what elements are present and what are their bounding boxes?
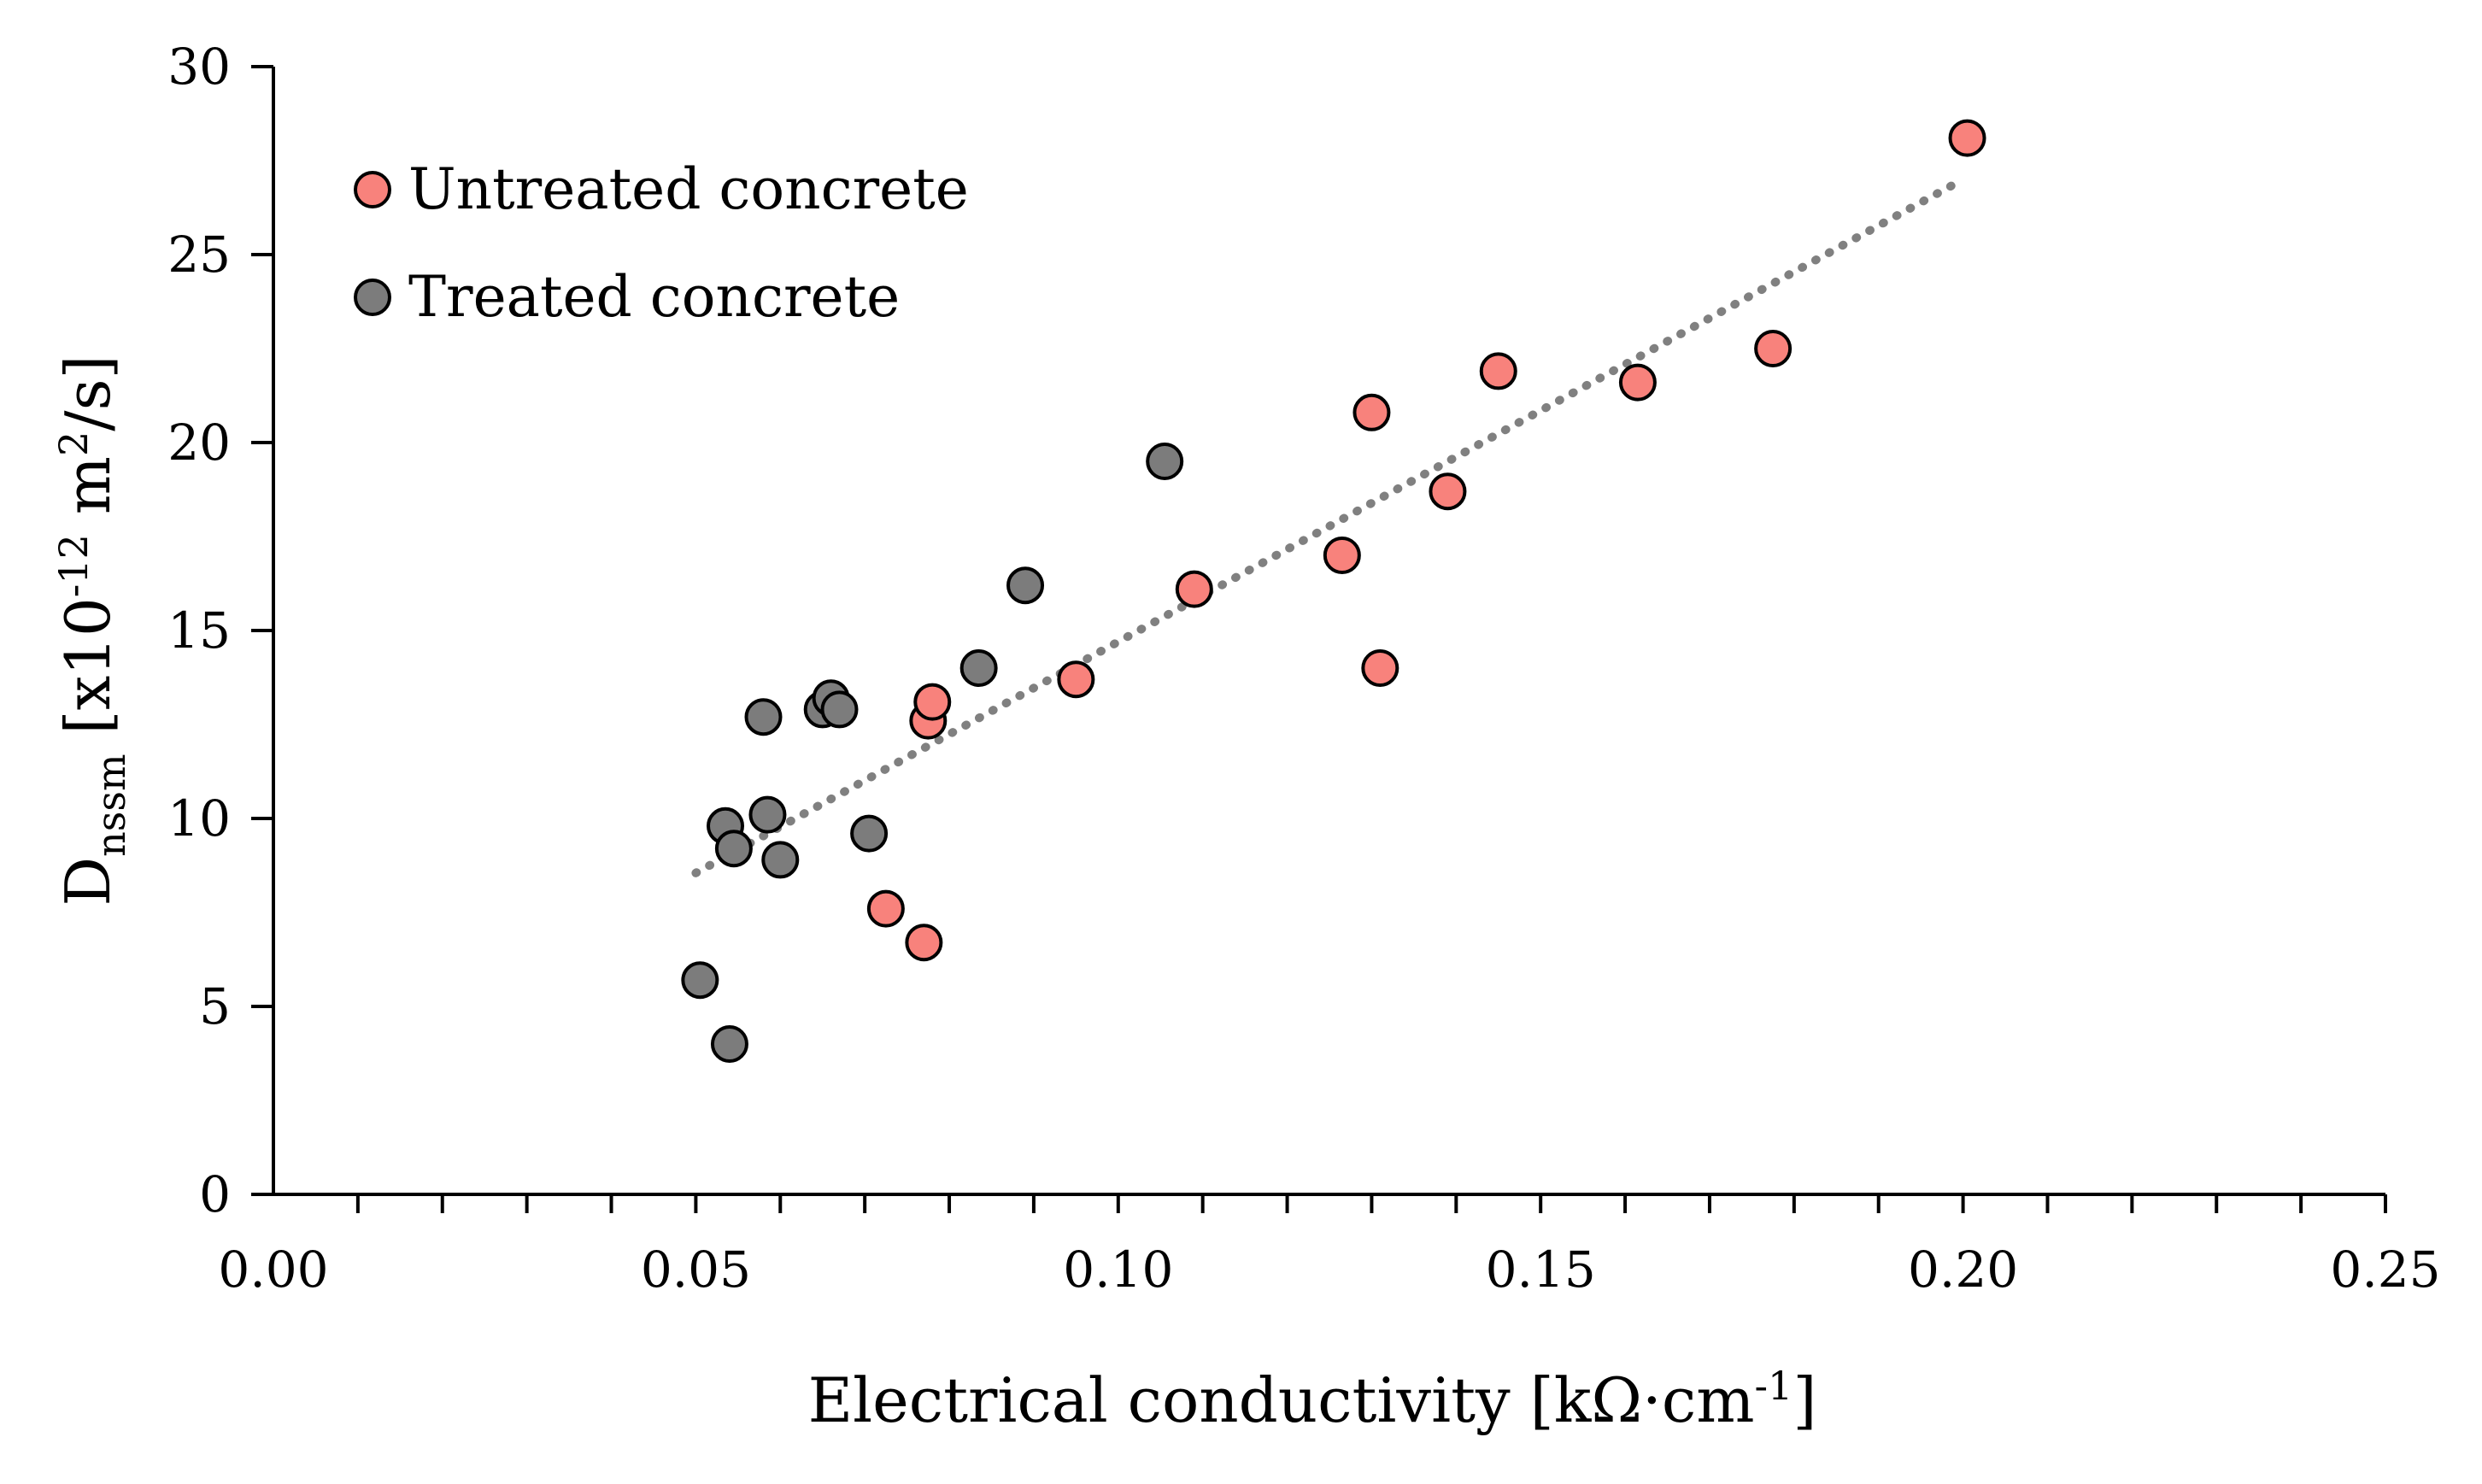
untreated-data-point	[1323, 537, 1361, 574]
y-axis-title-mid: [x10	[52, 597, 124, 754]
treated-data-point	[681, 961, 719, 1000]
treated-data-point	[761, 841, 800, 879]
treated-data-point	[744, 698, 783, 736]
untreated-data-point	[905, 924, 943, 962]
x-tick-label: 0.05	[641, 1241, 751, 1299]
untreated-data-point	[1754, 330, 1793, 367]
treated-data-point	[748, 795, 787, 834]
x-tick-label: 0.00	[218, 1241, 328, 1299]
untreated-data-point	[1948, 119, 1986, 157]
y-tick-label: 10	[167, 789, 231, 848]
treated-data-point	[850, 814, 889, 853]
x-axis-ticks: 0.00 0.05 0.10 0.15 0.20 0.25	[218, 1194, 2441, 1299]
legend-label-treated: Treated concrete	[408, 264, 900, 330]
treated-data-point	[714, 830, 753, 868]
treated-data-point	[820, 690, 859, 729]
legend-marker-treated	[354, 279, 391, 316]
legend: Untreated concrete Treated concrete	[354, 156, 969, 330]
trendline	[691, 175, 1968, 877]
x-tick-label: 0.10	[1063, 1241, 1173, 1299]
x-tick-label: 0.15	[1486, 1241, 1596, 1299]
untreated-data-point	[1479, 352, 1517, 390]
y-axis-ticks: 0 5 10 15 20 25 30	[167, 38, 273, 1223]
data-points	[681, 119, 1986, 1063]
y-tick-label: 25	[167, 226, 231, 284]
x-axis-title: Electrical conductivity [kΩ·cm-1]	[808, 1363, 1817, 1436]
x-tick-label: 0.25	[2330, 1241, 2440, 1299]
legend-label-untreated: Untreated concrete	[408, 156, 969, 222]
treated-data-point	[1006, 566, 1045, 605]
untreated-data-point	[1429, 472, 1467, 511]
untreated-data-point	[913, 683, 952, 721]
treated-data-point	[710, 1025, 748, 1063]
untreated-data-point	[1361, 649, 1399, 687]
untreated-data-point	[866, 889, 905, 928]
y-axis-title-sub: nssm	[88, 754, 134, 856]
y-tick-label: 30	[167, 38, 231, 96]
y-axis-title-sup1: -12	[50, 534, 97, 597]
y-tick-label: 15	[167, 601, 231, 660]
y-tick-label: 20	[167, 414, 231, 472]
untreated-data-point	[1057, 660, 1095, 699]
y-axis-title-end: /s]	[52, 355, 124, 431]
y-axis-title-main: D	[52, 857, 124, 906]
y-tick-label: 0	[199, 1165, 231, 1223]
legend-marker-untreated	[354, 171, 391, 208]
x-axis-title-main: Electrical conductivity [kΩ·cm	[808, 1364, 1755, 1436]
treated-data-point	[959, 649, 998, 687]
y-axis-title-sup2: 2	[50, 431, 97, 456]
treated-data-point	[1146, 443, 1184, 480]
untreated-data-point	[1352, 393, 1391, 431]
untreated-data-point	[1175, 570, 1213, 608]
y-axis-title-mid2: m	[52, 456, 124, 534]
y-tick-label: 5	[199, 977, 231, 1035]
x-axis-title-end: ]	[1793, 1364, 1816, 1436]
untreated-data-point	[1618, 363, 1657, 402]
y-axis-title: Dnssm [x10-12 m2/s]	[50, 355, 134, 906]
x-axis-title-sup: -1	[1755, 1363, 1793, 1409]
x-tick-label: 0.20	[1908, 1241, 2018, 1299]
